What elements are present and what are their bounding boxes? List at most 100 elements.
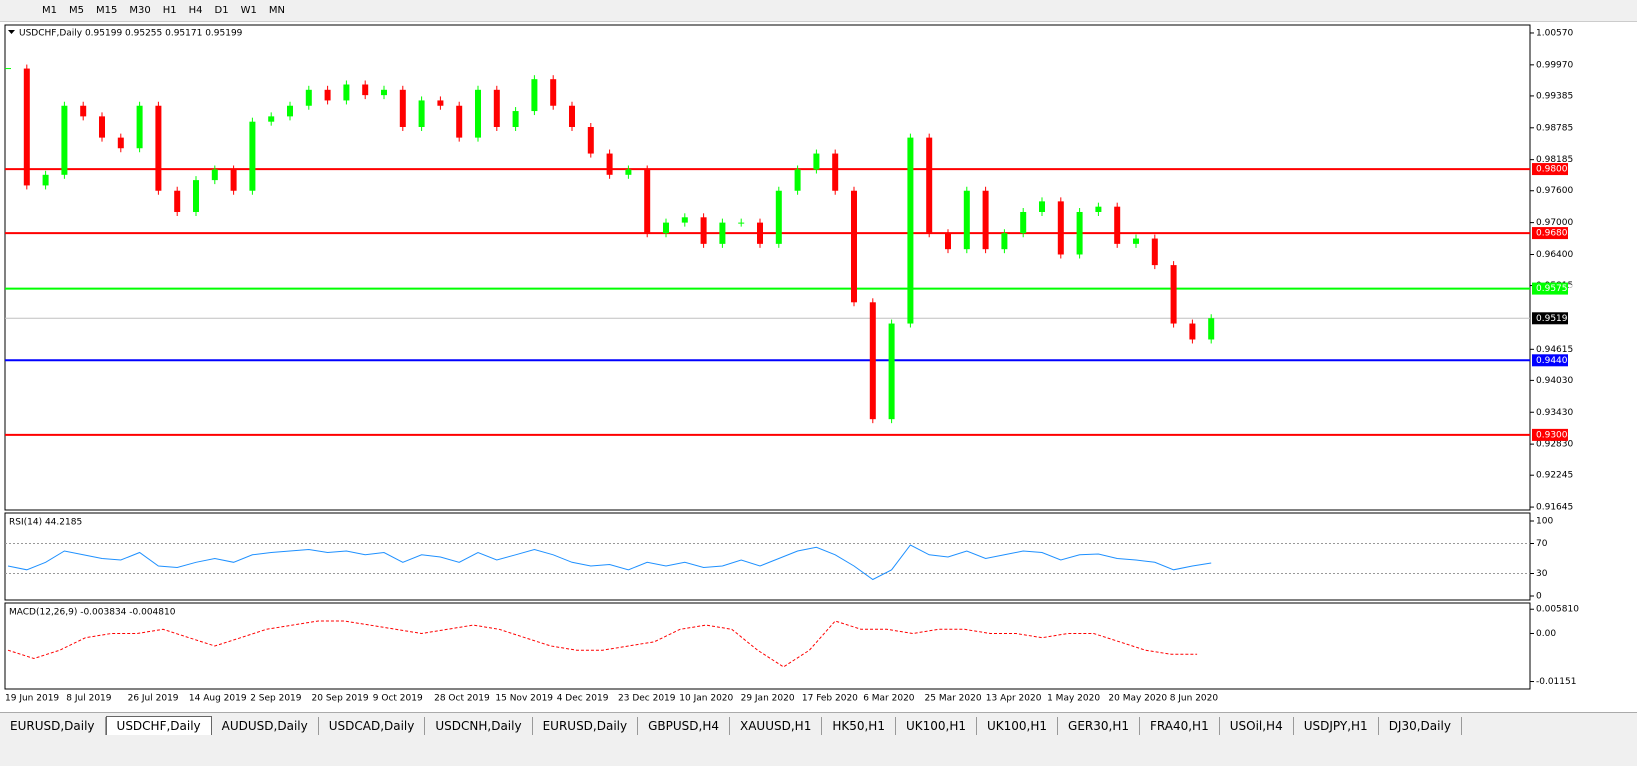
candle <box>1095 206 1102 212</box>
candle <box>606 153 613 175</box>
candle <box>644 169 651 234</box>
current-price-label: 0.95199 <box>1536 314 1573 324</box>
chart-tab[interactable]: GBPUSD,H4 <box>638 717 730 735</box>
x-tick-label: 9 Oct 2019 <box>373 694 423 704</box>
chart-tab[interactable]: USDCAD,Daily <box>319 717 426 735</box>
timeframe-button[interactable]: D1 <box>214 5 229 16</box>
level-label-bg <box>1532 354 1568 367</box>
chart-tab[interactable]: AUDUSD,Daily <box>212 717 319 735</box>
level-label: 0.98008 <box>1536 165 1573 175</box>
tabs: EURUSD,Daily USDCHF,Daily AUDUSD,Daily USDC… <box>0 712 1637 735</box>
chart-tab[interactable]: XAUUSD,H1 <box>730 717 823 735</box>
candle <box>550 79 557 106</box>
candle <box>381 89 387 96</box>
y-tick-label: 0.99385 <box>1536 91 1573 101</box>
y-tick-label: 0.92830 <box>1536 440 1573 450</box>
x-tick-label: 17 Feb 2020 <box>802 694 858 704</box>
timeframe-button[interactable]: MN <box>268 5 285 16</box>
x-tick-label: 20 Sep 2019 <box>312 694 369 704</box>
x-tick-label: 19 Jun 2019 <box>5 694 59 704</box>
candle <box>268 116 275 122</box>
chart-tab[interactable]: GER30,H1 <box>1058 717 1140 735</box>
candle <box>1189 323 1196 340</box>
candle <box>324 89 331 101</box>
candle <box>1001 233 1008 250</box>
x-tick-label: 4 Dec 2019 <box>557 694 609 704</box>
candle <box>1039 201 1045 212</box>
timeframe-button[interactable]: H4 <box>188 5 203 16</box>
level-label-bg <box>1532 428 1568 441</box>
level-label-bg <box>1532 282 1568 295</box>
rsi-line <box>7 544 1212 581</box>
chart-tab[interactable]: EURUSD,Daily <box>533 717 639 735</box>
timeframe-button[interactable]: M1 <box>42 5 57 16</box>
chart-tab[interactable]: USDJPY,H1 <box>1294 717 1379 735</box>
y-tick-label: 0.91645 <box>1536 503 1573 513</box>
chart-tab[interactable]: USDCHF,Daily <box>105 716 212 735</box>
menu-arrow <box>8 30 15 34</box>
x-tick-label: 8 Jun 2020 <box>1170 694 1219 704</box>
x-tick-label: 20 May 2020 <box>1108 694 1167 704</box>
candle <box>663 222 669 234</box>
panel-frame <box>4 512 1531 601</box>
candle <box>1057 201 1064 255</box>
y-tick-label: 0.96400 <box>1536 250 1573 260</box>
level-label: 0.94408 <box>1536 356 1573 366</box>
y-tick-label: 0.99970 <box>1536 60 1573 70</box>
candle <box>531 79 538 112</box>
level-label: 0.96803 <box>1536 229 1573 239</box>
candle <box>117 137 124 149</box>
candle <box>1208 318 1215 340</box>
chart: 1.00570 0.99970 0.99385 0.98785 0.98185 0.976… <box>4 24 1579 704</box>
rsi-title: RSI(14) 44.2185 <box>9 518 82 528</box>
chart-tab[interactable]: UK100,H1 <box>896 717 977 735</box>
candle <box>757 222 763 244</box>
candle <box>99 116 105 138</box>
x-tick-label: 2 Sep 2019 <box>250 694 302 704</box>
x-tick-label: 23 Dec 2019 <box>618 694 676 704</box>
chart-tab[interactable]: USOil,H4 <box>1220 717 1294 735</box>
candle <box>61 105 68 175</box>
timeframe-button[interactable]: M30 <box>129 5 151 16</box>
level-label-bg <box>1532 227 1568 240</box>
y-tick-label: 0 <box>1536 592 1542 602</box>
chart-tab[interactable]: HK50,H1 <box>822 717 896 735</box>
candle <box>738 222 745 224</box>
y-tick-label: 0.97600 <box>1536 186 1573 196</box>
chart-tab[interactable]: DJ30,Daily <box>1379 717 1462 735</box>
chart-tab[interactable]: USDCNH,Daily <box>425 717 533 735</box>
y-tick-label: 0.94030 <box>1536 376 1573 386</box>
chart-tab[interactable]: EURUSD,Daily <box>0 717 106 735</box>
y-tick-label: 0.005810 <box>1536 605 1579 615</box>
x-tick-label: 8 Jul 2019 <box>66 694 111 704</box>
candle <box>305 89 312 106</box>
chart-tab[interactable]: FRA40,H1 <box>1140 717 1220 735</box>
timeframe-button[interactable]: H1 <box>162 5 177 16</box>
x-tick-label: 15 Nov 2019 <box>495 694 553 704</box>
candle <box>211 169 218 181</box>
candle <box>437 100 444 106</box>
candle <box>813 153 820 170</box>
candle <box>249 121 256 191</box>
timeframe-button[interactable]: M5 <box>69 5 84 16</box>
candle <box>136 105 143 149</box>
x-tick-label: 14 Aug 2019 <box>189 694 247 704</box>
candle <box>343 84 350 101</box>
x-tick-label: 10 Jan 2020 <box>679 694 733 704</box>
y-tick-label: 100 <box>1536 517 1553 527</box>
x-tick-label: 1 May 2020 <box>1047 694 1100 704</box>
candle <box>287 105 293 117</box>
timeframe-button[interactable]: W1 <box>240 5 257 16</box>
candle <box>719 222 726 244</box>
candle <box>625 169 632 175</box>
candle <box>230 169 237 191</box>
candle <box>493 89 500 127</box>
chart-tab[interactable]: UK100,H1 <box>977 717 1059 735</box>
candle <box>851 190 857 303</box>
y-tick-label: 0.98785 <box>1536 123 1573 133</box>
timeframe-button[interactable]: M15 <box>96 5 118 16</box>
candle <box>80 105 87 117</box>
x-tick-label: 29 Jan 2020 <box>741 694 795 704</box>
x-tick-label: 25 Mar 2020 <box>925 694 982 704</box>
